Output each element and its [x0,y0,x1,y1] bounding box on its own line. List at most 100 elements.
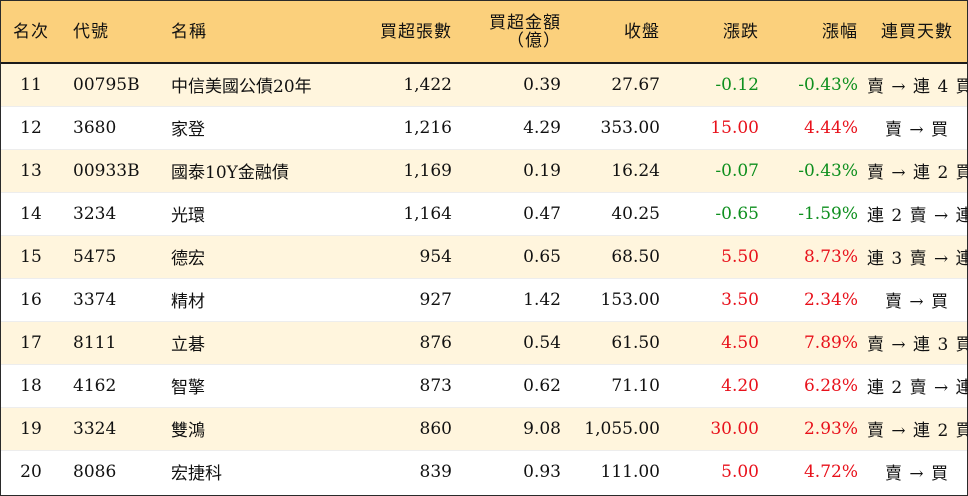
net-volume-cell: 1,216 [346,105,461,149]
streak-cell: 賣 → 連 3 買 [867,320,968,364]
rank-cell: 12 [1,105,61,149]
name-cell: 家登 [161,105,346,149]
net-volume-cell: 1,169 [346,148,461,192]
change-cell: 5.00 [669,449,768,493]
rank-cell: 17 [1,320,61,364]
change-pct-cell: -0.43% [768,148,867,192]
table-row: 11 00795B 中信美國公債20年 1,422 0.39 27.67 -0.12 -0.4… [1,63,968,106]
code-cell: 8111 [61,320,161,364]
name-cell: 立碁 [161,320,346,364]
streak-cell: 賣 → 買 [867,277,967,321]
code-cell: 00795B [73,74,140,95]
close-cell: 27.67 [611,74,660,95]
close-cell: 71.10 [570,363,669,407]
table-row: 16 3374 精材 927 1.42 153.00 3.50 2.34% 賣 → 買 [1,277,967,321]
header-net-volume: 買超張數 [380,21,452,42]
header-streak: 連買天數 [881,21,953,42]
close-cell: 61.50 [570,320,669,364]
code-cell: 5475 [61,234,161,278]
net-volume-cell: 876 [346,320,461,364]
net-volume-cell: 860 [346,406,461,450]
change-pct-cell: 6.28% [768,363,867,407]
change-pct-cell: -0.43% [798,74,858,95]
change-cell: 30.00 [669,406,768,450]
net-volume-cell: 873 [346,363,461,407]
name-cell: 精材 [161,277,346,321]
streak-cell: 賣 → 連 2 買 [867,148,968,192]
header-close: 收盤 [624,21,660,42]
table-row: 14 3234 光環 1,164 0.47 40.25 -0.65 -1.59% 連 2 賣 →… [1,191,968,235]
change-pct-cell: 8.73% [768,234,867,278]
table-row: 17 8111 立碁 876 0.54 61.50 4.50 7.89% 賣 → 連 3 買 [1,320,968,364]
net-amount-cell: 0.19 [461,148,570,192]
header-rank: 名次 [13,21,49,42]
change-cell: 4.50 [669,320,768,364]
close-cell: 353.00 [570,105,669,149]
change-pct-cell: 4.44% [768,105,867,149]
close-cell: 153.00 [570,277,669,321]
net-amount-cell: 0.54 [461,320,570,364]
rank-cell: 18 [1,363,61,407]
header-code: 代號 [73,21,109,42]
net-amount-cell: 4.29 [461,105,570,149]
name-cell: 國泰10Y金融債 [161,148,346,192]
net-amount-cell: 0.47 [461,191,570,235]
code-cell: 3234 [61,191,161,235]
change-pct-cell: 7.89% [768,320,867,364]
name-cell: 智擎 [161,363,346,407]
table-row: 13 00933B 國泰10Y金融債 1,169 0.19 16.24 -0.07 -0.43… [1,148,968,192]
table-header: 名次 代號 名稱 買超張數 買超金額 （億） 收盤 漲跌 漲幅 連買天數 [1,1,967,63]
table-body: 11 00795B 中信美國公債20年 1,422 0.39 27.67 -0.12 -0.4… [1,63,968,493]
rank-cell: 11 [20,74,42,95]
change-cell: -0.12 [715,74,759,95]
streak-cell: 連 3 賣 → 連 4 買 [867,234,968,278]
close-cell: 40.25 [570,191,669,235]
code-cell: 00933B [61,148,161,192]
code-cell: 4162 [61,363,161,407]
change-cell: 5.50 [669,234,768,278]
change-cell: 3.50 [669,277,768,321]
close-cell: 16.24 [570,148,669,192]
name-cell: 德宏 [161,234,346,278]
header-net-amount-line1: 買超金額 [489,12,561,33]
net-amount-cell: 0.39 [523,74,561,95]
net-amount-cell: 0.62 [461,363,570,407]
change-pct-cell: 2.93% [768,406,867,450]
streak-cell: 賣 → 連 2 買 [867,406,968,450]
change-cell: 15.00 [669,105,768,149]
table-row: 19 3324 雙鴻 860 9.08 1,055.00 30.00 2.93% 賣 → 連 2… [1,406,968,450]
net-amount-cell: 1.42 [461,277,570,321]
net-amount-cell: 0.93 [461,449,570,493]
rank-cell: 13 [1,148,61,192]
header-net-amount: 買超金額 （億） [461,1,570,63]
net-volume-cell: 839 [346,449,461,493]
change-pct-cell: 2.34% [768,277,867,321]
name-cell: 光環 [161,191,346,235]
streak-cell: 賣 → 買 [867,105,967,149]
net-volume-cell: 1,164 [346,191,461,235]
code-cell: 3324 [61,406,161,450]
header-row: 名次 代號 名稱 買超張數 買超金額 （億） 收盤 漲跌 漲幅 連買天數 [1,1,967,63]
change-pct-cell: -1.59% [768,191,867,235]
close-cell: 1,055.00 [570,406,669,450]
rank-cell: 19 [1,406,61,450]
header-change: 漲跌 [723,21,759,42]
table-row: 20 8086 宏捷科 839 0.93 111.00 5.00 4.72% 賣 → 買 [1,449,967,493]
change-cell: -0.07 [669,148,768,192]
close-cell: 68.50 [570,234,669,278]
net-amount-cell: 9.08 [461,406,570,450]
header-name: 名稱 [171,21,207,42]
table-row: 12 3680 家登 1,216 4.29 353.00 15.00 4.44% 賣 → 買 [1,105,967,149]
change-pct-cell: 4.72% [768,449,867,493]
net-volume-cell: 927 [346,277,461,321]
name-cell: 雙鴻 [161,406,346,450]
streak-cell: 連 2 賣 → 連 2 買 [867,363,968,407]
streak-cell: 連 2 賣 → 連 6 買 [867,191,968,235]
name-cell: 中信美國公債20年 [171,77,312,98]
header-change-pct: 漲幅 [822,21,858,42]
net-amount-cell: 0.65 [461,234,570,278]
